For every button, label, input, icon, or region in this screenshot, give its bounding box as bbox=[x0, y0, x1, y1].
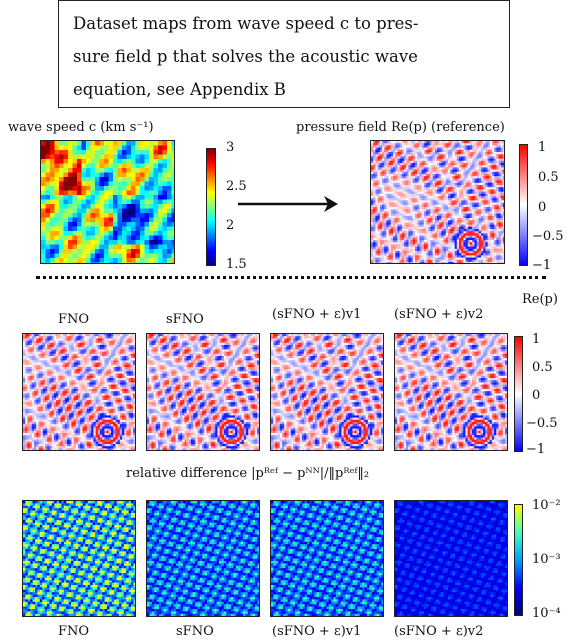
description-line-1: Dataset maps from wave speed c to pres- bbox=[73, 7, 495, 40]
prediction-model-label: sFNO bbox=[166, 312, 204, 327]
prediction-tick: 0.5 bbox=[532, 360, 553, 375]
speed-tick: 3 bbox=[226, 140, 234, 155]
error-model-label: (sFNO + ε)v2 bbox=[394, 624, 483, 639]
error-field-sfno bbox=[146, 500, 260, 617]
prediction-model-label: (sFNO + ε)v1 bbox=[272, 307, 361, 322]
error-field-sfno-eps-v1 bbox=[270, 500, 384, 617]
prediction-tick: 0 bbox=[532, 388, 540, 403]
error-tick: 10⁻² bbox=[532, 498, 561, 513]
speed-tick: 2 bbox=[226, 218, 234, 233]
description-line-3: equation, see Appendix B bbox=[73, 73, 495, 106]
prediction-field-sfno-eps-v1 bbox=[270, 333, 384, 451]
error-tick: 10⁻³ bbox=[532, 552, 561, 567]
description-line-2: sure field p that solves the acoustic wa… bbox=[73, 40, 495, 73]
prediction-model-label: (sFNO + ε)v2 bbox=[394, 307, 483, 322]
prediction-tick: −0.5 bbox=[526, 416, 558, 431]
description-box: Dataset maps from wave speed c to pres- … bbox=[58, 0, 510, 108]
arrow-icon bbox=[238, 196, 338, 212]
prediction-colorbar bbox=[514, 336, 523, 452]
prediction-field-sfno-eps-v2 bbox=[394, 333, 508, 451]
speed-tick: 1.5 bbox=[226, 257, 247, 272]
pressure-tick: −1 bbox=[532, 258, 551, 273]
prediction-tick: −1 bbox=[526, 442, 545, 457]
speed-tick: 2.5 bbox=[226, 179, 247, 194]
reference-pressure-field bbox=[370, 140, 505, 264]
pressure-tick: 0 bbox=[538, 200, 546, 215]
pressure-tick: 0.5 bbox=[538, 170, 559, 185]
error-title: relative difference |pᴿᵉᶠ − pᴺᴺ|/‖pᴿᵉᶠ‖₂ bbox=[126, 466, 369, 481]
error-model-label: (sFNO + ε)v1 bbox=[272, 624, 361, 639]
prediction-field-sfno bbox=[146, 333, 260, 451]
prediction-tick: 1 bbox=[532, 332, 540, 347]
error-field-sfno-eps-v2 bbox=[394, 500, 508, 617]
output-label: pressure field Re(p) (reference) bbox=[296, 120, 505, 135]
error-model-label: FNO bbox=[58, 624, 89, 639]
prediction-model-label: FNO bbox=[58, 312, 89, 327]
wave-speed-field bbox=[40, 140, 175, 264]
prediction-colorbar-title: Re(p) bbox=[522, 292, 558, 307]
error-tick: 10⁻⁴ bbox=[532, 606, 561, 621]
pressure-tick: −0.5 bbox=[532, 229, 564, 244]
speed-colorbar bbox=[206, 148, 216, 266]
prediction-field-fno bbox=[22, 333, 136, 451]
pressure-colorbar bbox=[519, 144, 528, 266]
input-label: wave speed c (km s⁻¹) bbox=[8, 120, 154, 135]
error-model-label: sFNO bbox=[176, 624, 214, 639]
error-colorbar bbox=[514, 504, 523, 616]
error-field-fno bbox=[22, 500, 136, 617]
pressure-tick: 1 bbox=[538, 140, 546, 155]
separator-line bbox=[36, 276, 546, 279]
